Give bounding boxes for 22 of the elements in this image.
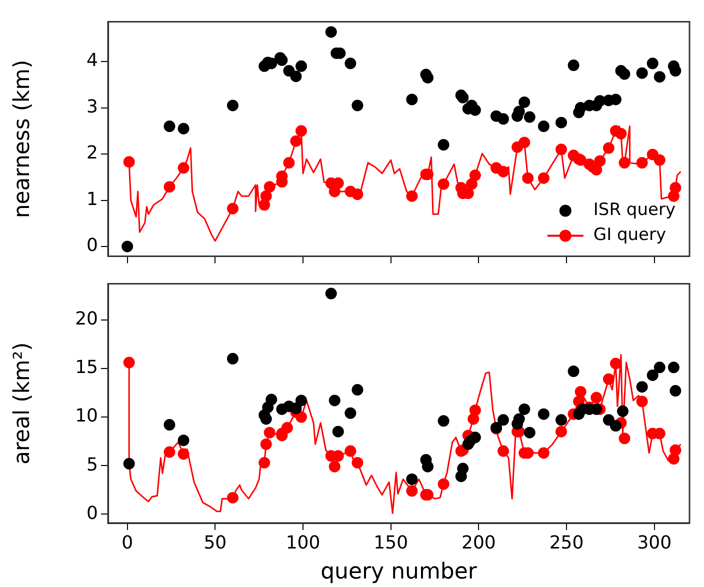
y-tick-label: 3 — [86, 96, 98, 118]
y-tick-label: 2 — [86, 142, 98, 164]
y-tick-label: 5 — [86, 454, 98, 476]
y-tick-label: 15 — [75, 357, 98, 378]
y-axis-title: nearness (km) — [10, 60, 35, 218]
legend-label: GI query — [593, 225, 666, 246]
y-tick-label: 10 — [75, 406, 98, 427]
y-axis-title: areal (km²) — [10, 342, 35, 465]
x-axis-title: query number — [320, 560, 478, 585]
y-tick-label: 20 — [75, 308, 98, 330]
legend-label: ISR query — [593, 200, 676, 220]
y-tick-label: 0 — [86, 235, 98, 256]
x-tick-label: 200 — [462, 532, 496, 554]
y-tick-label: 0 — [86, 502, 98, 524]
x-tick-label: 150 — [374, 532, 408, 554]
x-tick-label: 300 — [637, 532, 672, 554]
x-tick-label: 100 — [286, 532, 320, 554]
y-tick-label: 1 — [86, 188, 98, 210]
x-tick-label: 50 — [204, 532, 227, 554]
x-tick-label: 0 — [122, 532, 134, 554]
x-tick-label: 250 — [549, 532, 584, 554]
y-tick-label: 4 — [86, 50, 98, 72]
